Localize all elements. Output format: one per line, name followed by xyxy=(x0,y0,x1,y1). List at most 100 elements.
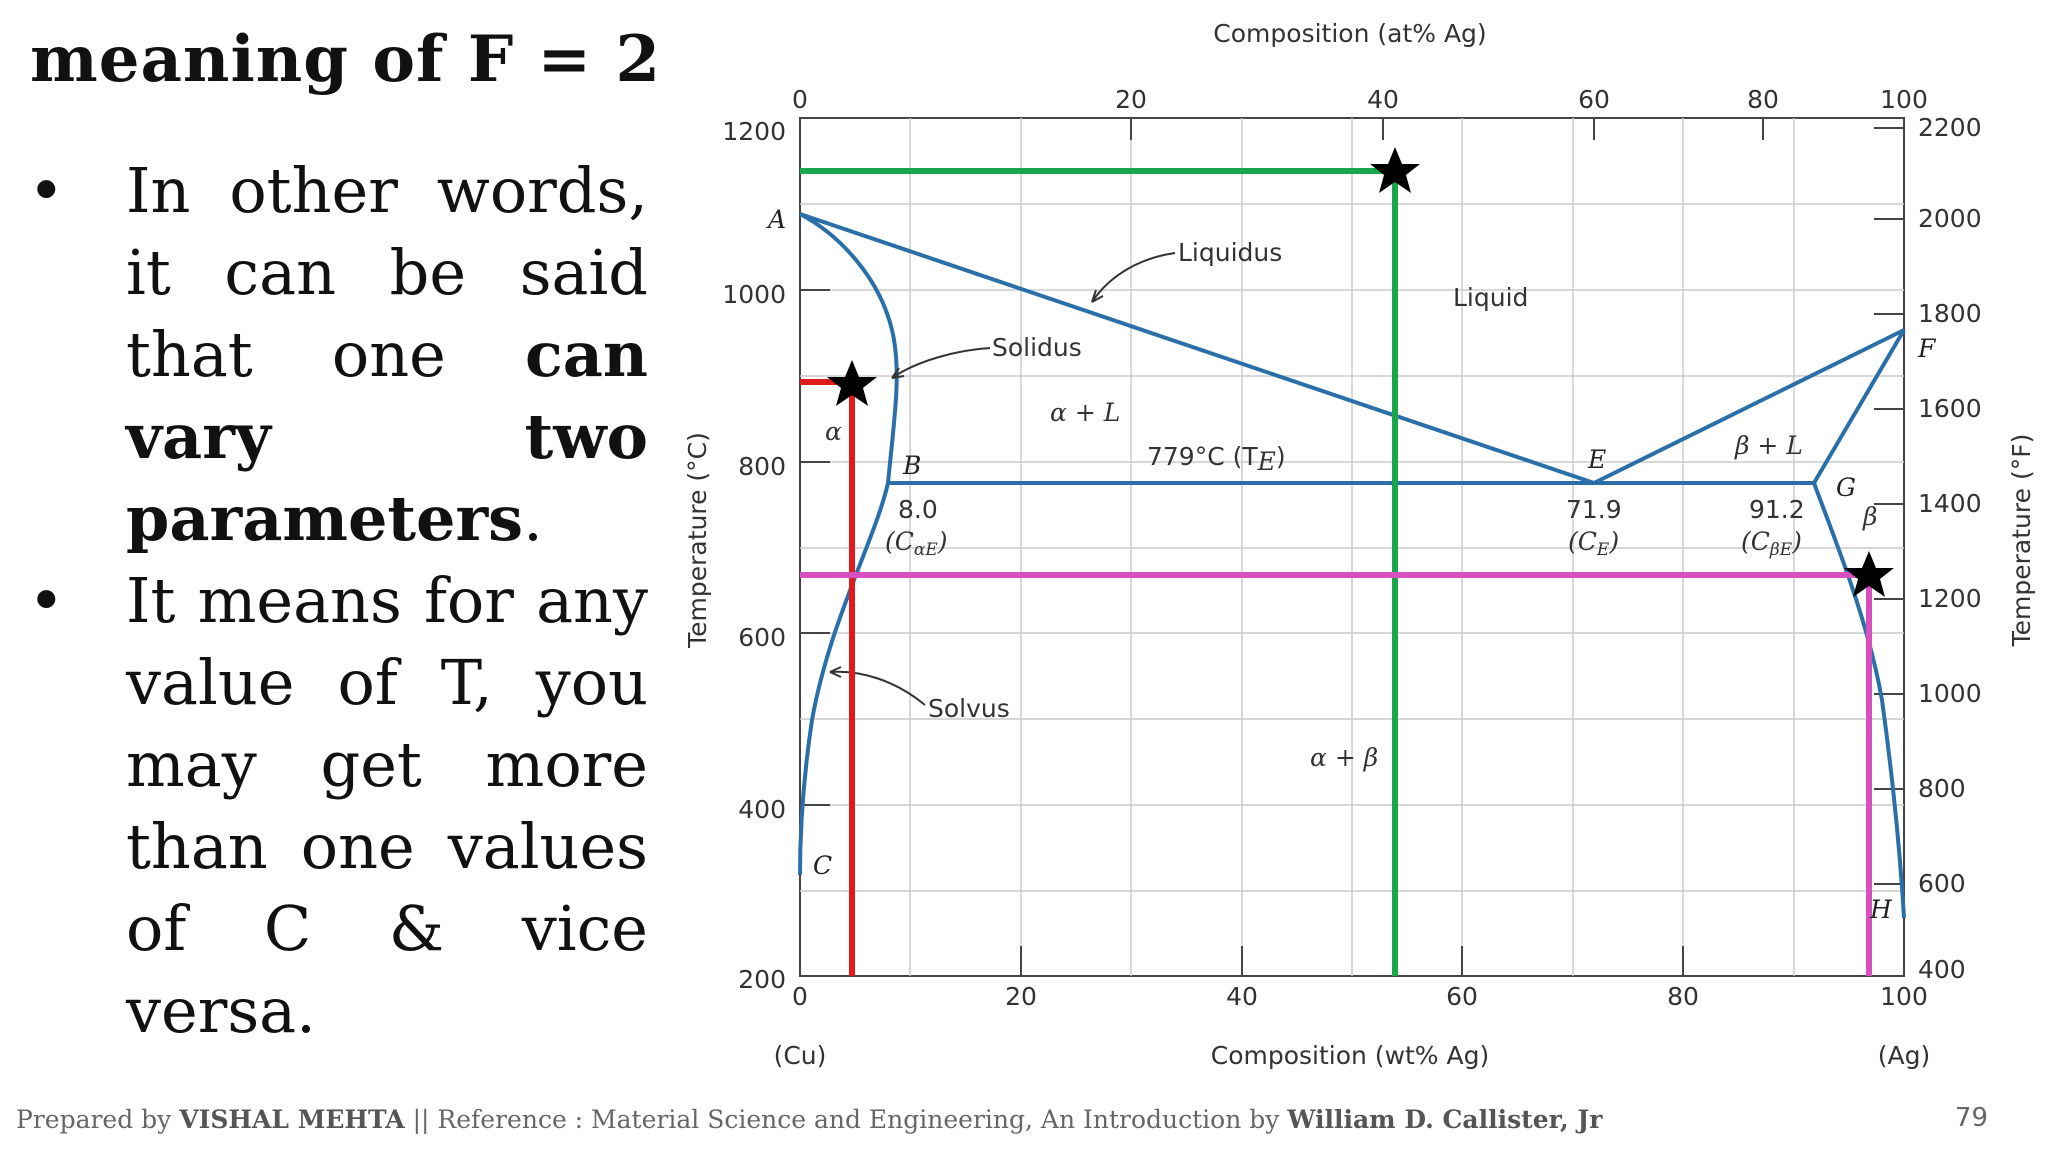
beta-region-label: β xyxy=(1862,502,1877,531)
b-comp-close: ) xyxy=(937,527,948,556)
left-tick-label: 1000 xyxy=(722,280,786,309)
bullet-1-text-a: In other words, it can be said that one xyxy=(126,154,648,391)
star-icon xyxy=(827,360,877,406)
solvus-leader xyxy=(829,670,926,706)
bottom-tick-label: 0 xyxy=(792,982,808,1011)
point-e-label: E xyxy=(1587,445,1606,474)
right-tick-label: 1000 xyxy=(1918,679,1982,708)
bullet-list: • In other words, it can be said that on… xyxy=(28,150,648,1052)
solvus-right-curve xyxy=(1812,482,1906,919)
right-tick-label: 1200 xyxy=(1918,584,1982,613)
point-f-label: F xyxy=(1917,334,1937,363)
g-comp-close: ) xyxy=(1791,527,1802,556)
bottom-right-label: (Ag) xyxy=(1878,1041,1930,1070)
point-a-label: A xyxy=(766,205,786,234)
top-tick-label: 60 xyxy=(1578,85,1610,114)
footer: Prepared by VISHAL MEHTA || Reference : … xyxy=(16,1105,1602,1134)
magenta-line xyxy=(800,572,1872,976)
right-tick-label: 1400 xyxy=(1918,489,1982,518)
left-tick-label: 200 xyxy=(738,965,786,994)
top-tick-label: 100 xyxy=(1880,85,1928,114)
g-composition-symbol: (CβE) xyxy=(1741,527,1802,560)
page-number: 79 xyxy=(1954,1103,1988,1133)
eutectic-temp-sub: E xyxy=(1257,447,1276,476)
bottom-tick-label: 20 xyxy=(1005,982,1037,1011)
right-tick-label: 400 xyxy=(1918,955,1966,984)
footer-ref-author: William D. Callister, Jr xyxy=(1287,1105,1603,1134)
bottom-axis-title: Composition (wt% Ag) xyxy=(1211,1041,1490,1070)
top-tick-label: 20 xyxy=(1115,85,1147,114)
top-tick-labels: 0 20 40 60 80 100 xyxy=(792,85,1928,114)
g-comp-sub: βE xyxy=(1769,540,1793,560)
stars xyxy=(827,147,1894,597)
alpha-beta-region-label: α + β xyxy=(1310,743,1378,772)
right-axis-title: Temperature (°F) xyxy=(2007,434,2036,648)
liquidus-label: Liquidus xyxy=(1178,238,1282,267)
top-tick-label: 80 xyxy=(1747,85,1779,114)
alpha-l-region-label: α + L xyxy=(1050,398,1120,427)
slide-title: meaning of F = 2 xyxy=(30,22,661,97)
right-tick-labels: 2200 2000 1800 1600 1400 1200 1000 800 6… xyxy=(1918,113,1982,984)
e-composition-value: 71.9 xyxy=(1566,495,1622,524)
g-composition-value: 91.2 xyxy=(1749,495,1805,524)
grid xyxy=(800,118,1904,976)
leader-arrows xyxy=(829,252,1176,706)
solvus-left-curve xyxy=(798,482,890,876)
eutectic-temp-label: 779°C (TE) xyxy=(1147,442,1286,476)
bottom-tick-label: 60 xyxy=(1446,982,1478,1011)
left-tick-label: 400 xyxy=(738,795,786,824)
liquidus-leader xyxy=(1091,252,1176,303)
left-tick-labels: 1200 1000 800 600 400 200 xyxy=(722,117,786,994)
star-icon xyxy=(1844,551,1894,597)
beta-l-region-label: β + L xyxy=(1734,431,1803,460)
point-b-label: B xyxy=(902,451,921,480)
liquidus-right-line xyxy=(1593,328,1905,485)
bullet-1-text-b: . xyxy=(523,482,543,555)
star-icon xyxy=(1370,147,1420,193)
solidus-leader xyxy=(891,347,991,379)
bullet-item-1: • In other words, it can be said that on… xyxy=(28,150,648,560)
solidus-left-curve xyxy=(799,212,899,484)
bottom-tick-label: 100 xyxy=(1880,982,1928,1011)
left-tick-label: 600 xyxy=(738,623,786,652)
eutectic-temp-text: 779°C (T xyxy=(1147,442,1258,471)
right-tick-label: 800 xyxy=(1918,774,1966,803)
bullet-marker: • xyxy=(28,564,65,637)
top-tick-label: 40 xyxy=(1367,85,1399,114)
bullet-1-bold: can vary two parameters xyxy=(126,318,648,555)
point-c-label: C xyxy=(813,851,832,880)
solvus-label: Solvus xyxy=(928,694,1010,723)
b-comp-sym: (C xyxy=(885,527,914,556)
solidus-right-line xyxy=(1812,328,1906,485)
eutectic-temp-close: ) xyxy=(1276,442,1286,471)
right-tick-label: 600 xyxy=(1918,869,1966,898)
phase-boundaries xyxy=(798,212,1906,919)
arrow-head-icon xyxy=(891,367,905,379)
top-axis-title: Composition (at% Ag) xyxy=(1213,19,1486,48)
b-composition-value: 8.0 xyxy=(898,495,938,524)
bullet-item-2: • It means for any value of T, you may g… xyxy=(28,560,648,1052)
bottom-tick-label: 40 xyxy=(1226,982,1258,1011)
g-comp-sym: (C xyxy=(1741,527,1770,556)
b-composition-symbol: (CαE) xyxy=(885,527,948,560)
right-tick-label: 1600 xyxy=(1918,394,1982,423)
b-comp-sub: αE xyxy=(914,540,938,560)
e-composition-symbol: (CE) xyxy=(1568,527,1619,560)
arrow-head-icon xyxy=(829,666,842,678)
annotation-lines xyxy=(800,168,1872,976)
bottom-tick-labels: 0 20 40 60 80 100 xyxy=(792,982,1928,1011)
tick-marks xyxy=(800,117,1904,976)
liquid-region-label: Liquid xyxy=(1453,283,1528,312)
left-tick-label: 800 xyxy=(738,452,786,481)
solidus-label: Solidus xyxy=(992,333,1082,362)
bottom-tick-label: 80 xyxy=(1667,982,1699,1011)
right-tick-label: 2000 xyxy=(1918,204,1982,233)
top-tick-label: 0 xyxy=(792,85,808,114)
arrow-head-icon xyxy=(1091,289,1104,303)
e-comp-sub: E xyxy=(1596,540,1610,560)
point-g-label: G xyxy=(1836,473,1856,502)
bullet-2-text: It means for any value of T, you may get… xyxy=(126,564,648,1047)
bottom-left-label: (Cu) xyxy=(774,1041,827,1070)
e-comp-close: ) xyxy=(1608,527,1619,556)
right-tick-label: 1800 xyxy=(1918,299,1982,328)
